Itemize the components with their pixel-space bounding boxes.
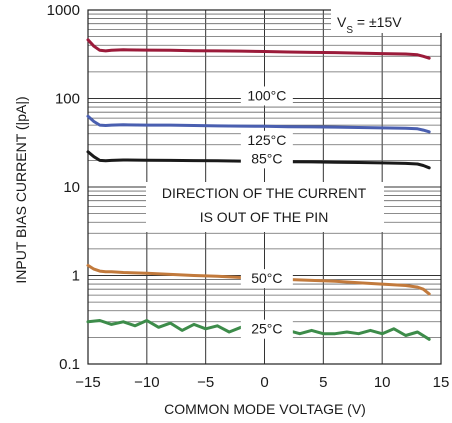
supply-voltage-label: VS = ±15V <box>337 14 402 36</box>
y-tick-label: 1 <box>72 268 80 285</box>
x-tick-label: 0 <box>260 374 268 391</box>
plot-border <box>87 9 442 365</box>
series-labels: 125°C 100°C 85°C 50°C 25°C <box>240 86 293 339</box>
y-tick-label: 1000 <box>47 2 80 19</box>
x-axis-label: COMMON MODE VOLTAGE (V) <box>164 401 366 417</box>
x-tick-label: −15 <box>75 374 100 391</box>
series-label-100c: 100°C <box>247 87 286 103</box>
series-line-100c <box>86 114 431 134</box>
series-label-125c: 125°C <box>247 132 286 148</box>
plot-frame <box>87 9 442 365</box>
y-axis-label: INPUT BIAS CURRENT (|pA|) <box>13 96 29 283</box>
tick-labels: −15 −10 −5 0 5 10 15 0.1 1 10 100 1000 <box>47 2 450 391</box>
series-label-50c: 50°C <box>251 270 282 286</box>
y-tick-label: 100 <box>55 91 80 108</box>
x-tick-label: −10 <box>134 374 159 391</box>
series-label-bg <box>240 130 293 150</box>
y-tick-label: 0.1 <box>59 356 80 373</box>
y-tick-label: 10 <box>63 179 80 196</box>
series-label-bg <box>240 269 293 289</box>
series-label-bg <box>240 149 293 169</box>
direction-line-1: DIRECTION OF THE CURRENT <box>162 185 367 201</box>
series-line-125c <box>86 38 431 60</box>
series-label-25c: 25°C <box>251 321 282 337</box>
series-label-bg <box>240 319 293 339</box>
direction-line-2: IS OUT OF THE PIN <box>200 209 329 225</box>
x-tick-label: −5 <box>197 374 214 391</box>
x-tick-label: 5 <box>319 374 327 391</box>
series-label-85c: 85°C <box>251 150 282 166</box>
x-tick-label: 10 <box>374 374 391 391</box>
supply-annotation: VS = ±15V <box>331 7 443 36</box>
x-tick-label: 15 <box>433 374 450 391</box>
direction-annotation: DIRECTION OF THE CURRENT IS OUT OF THE P… <box>146 182 384 232</box>
series-label-bg <box>240 86 293 106</box>
